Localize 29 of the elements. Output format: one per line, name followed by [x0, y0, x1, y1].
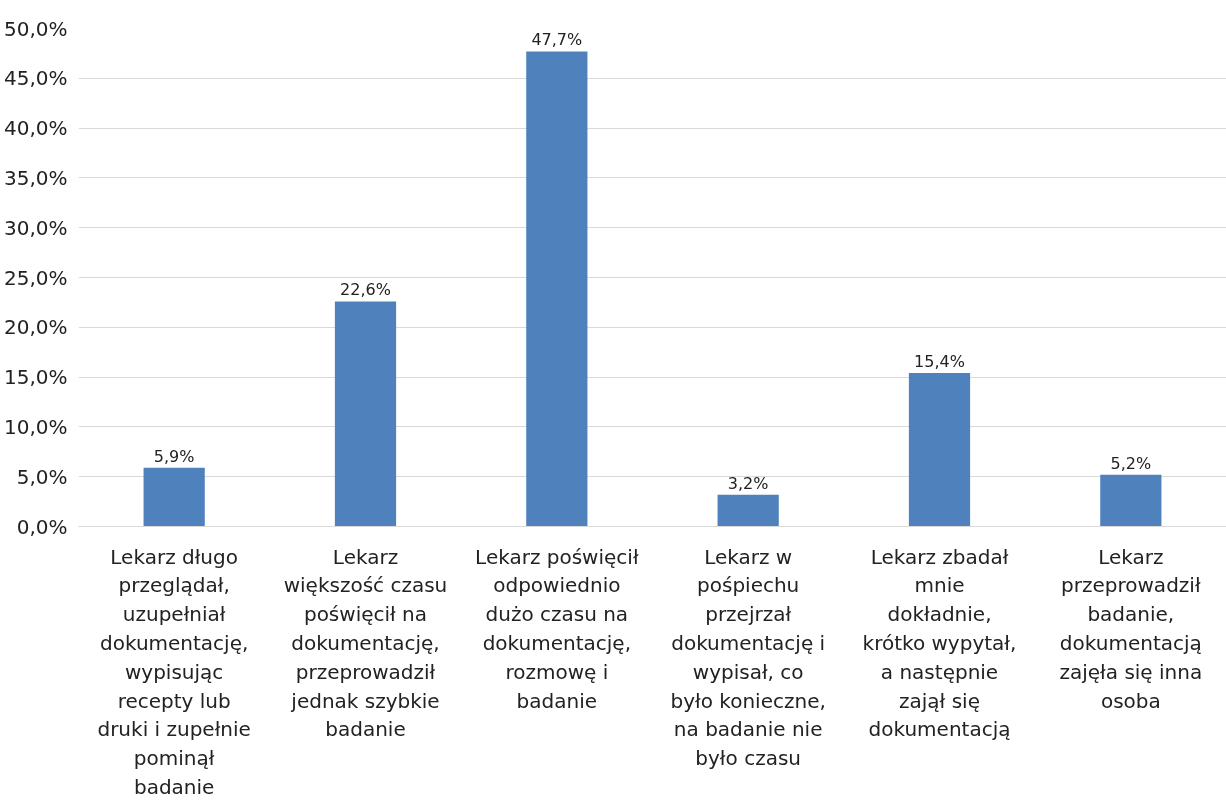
- x-tick-label: Lekarz przeprowadził badanie, dokumentacją zajęła się inna osoba: [1059, 544, 1203, 713]
- data-label: 3,2%: [727, 473, 769, 493]
- y-tick-label: 0,0%: [16, 514, 68, 539]
- x-tick-label: Lekarz zbadał mnie dokładnie, krótko wypytał, a następnie zajął się dokumentacją: [862, 544, 1017, 742]
- x-tick-label: Lekarz poświęcił odpowiednio dużo czasu na dokumentację, rozmowę i badanie: [475, 544, 639, 713]
- y-tick-label: 25,0%: [3, 265, 68, 290]
- category-label: Lekarz długo przeglądał, uzupełniał dokumentację, wypisując recepty lub druki i zupełnie pominął badanie: [97, 544, 251, 799]
- bar: [908, 373, 971, 527]
- y-tick-label: 10,0%: [3, 414, 68, 439]
- x-tick-label: Lekarz większość czasu poświęcił na dokumentację, przeprowadził jednak szybkie badanie: [283, 544, 448, 742]
- y-tick-label: 45,0%: [3, 66, 68, 91]
- bar: [526, 51, 588, 527]
- y-tick-label: 35,0%: [3, 165, 68, 190]
- bar: [717, 494, 779, 527]
- data-label: 5,9%: [153, 446, 195, 466]
- y-tick-label: 40,0%: [3, 116, 68, 141]
- bar: [1100, 474, 1162, 527]
- y-tick-label: 50,0%: [3, 16, 68, 41]
- bar: [143, 467, 205, 527]
- y-tick-label: 15,0%: [3, 365, 68, 390]
- y-tick-label: 20,0%: [3, 315, 68, 340]
- data-label: 5,2%: [1110, 453, 1152, 473]
- data-label: 15,4%: [914, 352, 965, 372]
- data-label: 47,7%: [531, 30, 583, 50]
- data-label: 22,6%: [340, 280, 391, 300]
- x-tick-label: Lekarz w pośpiechu przejrzał dokumentację i wypisał, co było konieczne, na badanie nie było czasu: [670, 544, 826, 771]
- bar: [334, 301, 397, 527]
- y-tick-label: 30,0%: [3, 215, 68, 240]
- y-tick-label: 5,0%: [16, 464, 68, 489]
